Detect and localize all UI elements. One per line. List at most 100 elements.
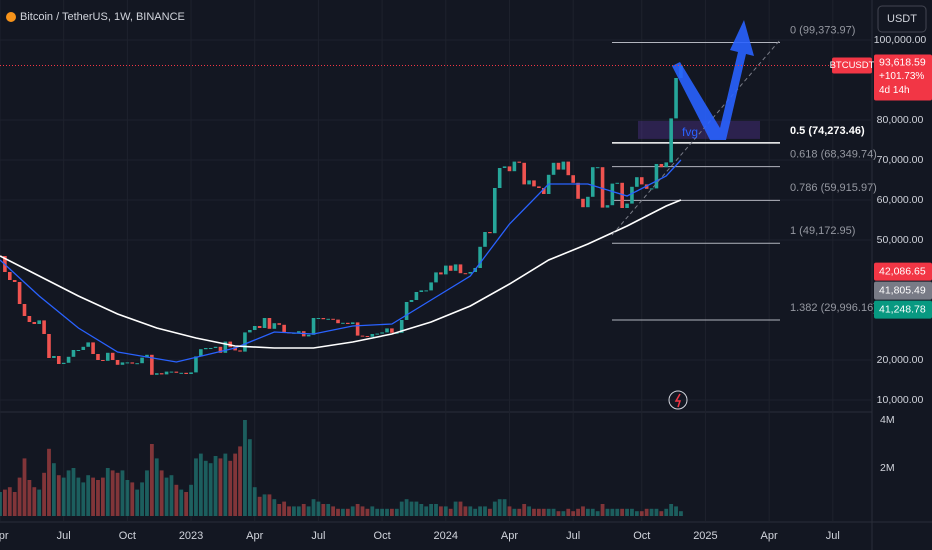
volume-bar bbox=[331, 506, 336, 516]
volume-bar bbox=[360, 506, 365, 516]
y-tick-label: 70,000.00 bbox=[877, 154, 924, 166]
fib-label: 0.618 (68,349.74) bbox=[790, 149, 877, 161]
x-tick-label: Jul bbox=[826, 530, 840, 542]
candle-body bbox=[194, 356, 198, 373]
candle-body bbox=[213, 346, 218, 348]
candle-body bbox=[355, 322, 360, 336]
candle-body bbox=[424, 290, 429, 292]
volume-bar bbox=[17, 477, 22, 516]
currency-label[interactable]: USDT bbox=[887, 13, 917, 25]
candle-body bbox=[120, 362, 125, 365]
volume-bar bbox=[66, 470, 71, 516]
volume-bar bbox=[443, 506, 448, 516]
volume-bar bbox=[429, 504, 434, 516]
volume-bar bbox=[639, 511, 644, 516]
event-icon bbox=[668, 390, 688, 410]
candle-body bbox=[605, 205, 610, 208]
y-tick-label: 60,000.00 bbox=[877, 194, 924, 206]
candle-body bbox=[439, 272, 443, 275]
volume-bar bbox=[463, 506, 468, 516]
countdown-text: 4d 14h bbox=[879, 85, 910, 96]
volume-bar bbox=[448, 508, 453, 516]
candle-body bbox=[306, 334, 311, 337]
candle-body bbox=[262, 318, 267, 328]
candle-body bbox=[326, 318, 331, 320]
candle-body bbox=[517, 161, 522, 163]
candle-body bbox=[674, 78, 678, 119]
volume-bar bbox=[517, 508, 522, 516]
candle-body bbox=[639, 177, 644, 185]
volume-bar bbox=[585, 508, 590, 516]
volume-bar bbox=[600, 504, 605, 516]
volume-bar bbox=[399, 501, 404, 516]
candle-body bbox=[321, 318, 326, 320]
volume-bar bbox=[262, 494, 267, 516]
x-tick-label: 2024 bbox=[434, 530, 458, 542]
candle-body bbox=[581, 198, 585, 208]
volume-bar bbox=[473, 508, 478, 516]
candle-body bbox=[443, 265, 448, 275]
volume-bar bbox=[541, 508, 546, 516]
candle-body bbox=[620, 182, 624, 208]
candle-body bbox=[409, 300, 414, 302]
volume-bar bbox=[438, 506, 443, 516]
candle-body bbox=[223, 341, 228, 353]
volume-bar bbox=[365, 508, 370, 516]
x-tick-label: Apr bbox=[0, 530, 9, 542]
candle-body bbox=[96, 354, 100, 360]
candle-body bbox=[140, 357, 144, 364]
volume-bar bbox=[394, 508, 399, 516]
volume-bar bbox=[311, 499, 316, 516]
candle-body bbox=[135, 363, 139, 365]
candle-body bbox=[208, 348, 213, 349]
volume-bar bbox=[247, 439, 252, 516]
candle-body bbox=[385, 328, 389, 333]
volume-bar bbox=[419, 504, 424, 516]
volume-bar bbox=[145, 470, 149, 516]
candle-body bbox=[199, 349, 203, 357]
volume-bar bbox=[233, 453, 238, 516]
x-tick-label: Jul bbox=[57, 530, 71, 542]
volume-bar bbox=[154, 458, 159, 516]
volume-bar bbox=[390, 508, 394, 516]
candle-body bbox=[12, 280, 17, 282]
candle-body bbox=[218, 346, 223, 353]
candle-body bbox=[380, 332, 384, 334]
candle-body bbox=[331, 318, 335, 320]
candle-body bbox=[556, 162, 561, 170]
volume-bar bbox=[228, 460, 233, 516]
x-tick-label: Apr bbox=[246, 530, 263, 542]
y-tick-label: 100,000.00 bbox=[874, 34, 927, 46]
volume-bar bbox=[556, 511, 561, 516]
volume-bar bbox=[32, 487, 37, 516]
volume-bar bbox=[282, 501, 287, 516]
volume-bar bbox=[321, 504, 326, 516]
candle-body bbox=[17, 282, 22, 304]
candle-body bbox=[434, 272, 438, 283]
candle-body bbox=[566, 161, 571, 176]
volume-bar bbox=[551, 508, 556, 516]
volume-bar bbox=[502, 499, 507, 516]
candle-body bbox=[52, 356, 56, 358]
candle-body bbox=[669, 118, 673, 163]
price-badge bbox=[874, 262, 932, 281]
volume-bar bbox=[615, 508, 620, 516]
volume-bar bbox=[478, 506, 482, 516]
y-tick-label: 10,000.00 bbox=[877, 394, 924, 406]
volume-bar bbox=[47, 448, 51, 516]
candle-body bbox=[297, 331, 301, 333]
candle-body bbox=[76, 350, 81, 351]
candle-body bbox=[458, 264, 463, 274]
candle-body bbox=[625, 203, 629, 208]
symbol-icon bbox=[6, 12, 16, 22]
volume-bar bbox=[674, 506, 678, 516]
volume-bar bbox=[243, 420, 247, 516]
volume-bar bbox=[189, 484, 193, 516]
volume-bar bbox=[468, 506, 473, 516]
volume-bar bbox=[91, 477, 95, 516]
candle-body bbox=[47, 334, 51, 358]
candle-body bbox=[164, 371, 169, 375]
volume-bar bbox=[292, 506, 296, 516]
currency-button[interactable] bbox=[877, 5, 927, 33]
candle-body bbox=[37, 320, 41, 324]
